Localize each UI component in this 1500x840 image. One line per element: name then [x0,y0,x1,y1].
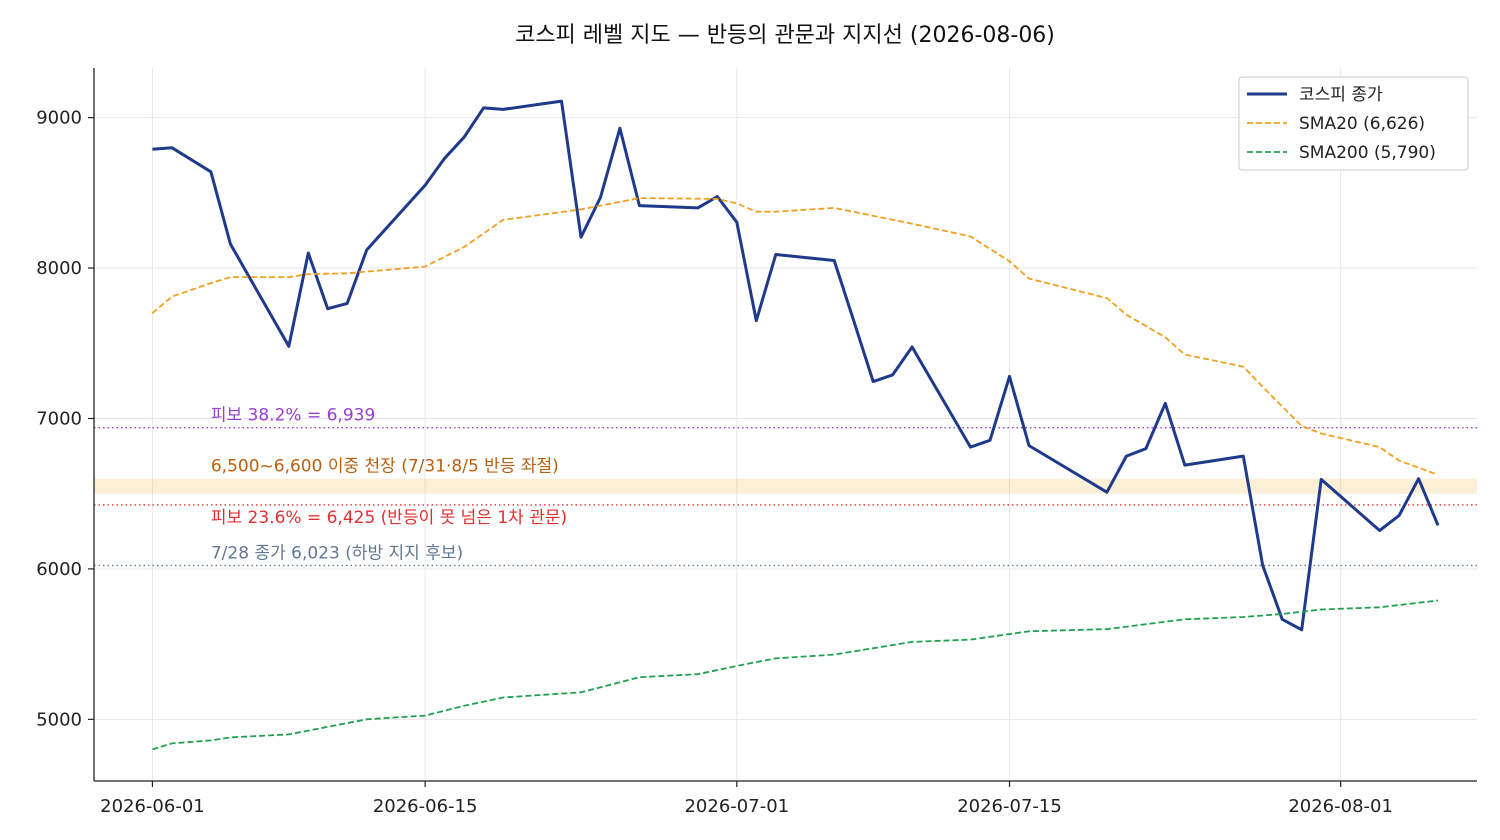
y-tick-labels: 5000 6000 7000 8000 9000 [36,108,94,730]
legend-box [1238,76,1469,171]
annotations: 피보 38.2% = 6,939 피보 23.6% = 6,425 (반등이 못 … [210,406,567,564]
band-label: 6,500~6,600 이중 천장 (7/31·8/5 반등 좌절) [211,457,559,477]
x-tick-label: 2026-08-01 [1288,796,1393,817]
legend-entry-0: 코스피 종가 [1299,85,1383,105]
label-spacer [210,418,398,430]
axes [93,68,1477,782]
series-line-0 [152,99,1440,632]
x-tick-label: 2026-07-15 [957,796,1062,817]
reference-lines [94,426,1477,567]
x-tick-label: 2026-06-15 [373,796,478,817]
reference-line-label: 7/28 종가 6,023 (하방 지지 후보) [211,543,463,563]
x-tick-label: 2026-06-01 [100,796,205,817]
bands [94,478,1477,494]
y-tick-label: 6000 [36,559,82,580]
y-tick-label: 5000 [36,709,82,730]
legend-entry-2: SMA200 (5,790) [1299,143,1436,163]
y-tick-label: 9000 [36,108,82,129]
x-tick-labels: 2026-06-01 2026-06-15 2026-07-01 2026-07-15… [100,781,1393,817]
series-lines [151,99,1440,751]
y-tick-label: 7000 [36,408,82,429]
series-line-2 [152,599,1439,751]
x-tick-label: 2026-07-01 [684,796,789,817]
series-line-1 [151,197,1439,476]
reference-line-label: 피보 23.6% = 6,425 (반등이 못 넘은 1차 관문) [211,508,567,528]
legend: 코스피 종가 SMA20 (6,626) SMA200 (5,790) [1238,76,1469,171]
legend-entry-1: SMA20 (6,626) [1299,114,1425,134]
y-tick-label: 8000 [36,258,82,279]
reference-line-label: 피보 38.2% = 6,939 [211,406,375,426]
chart-title: 코스피 레벨 지도 — 반등의 관문과 지지선 (2026-08-06) [515,23,1055,48]
resistance-band [94,478,1477,494]
